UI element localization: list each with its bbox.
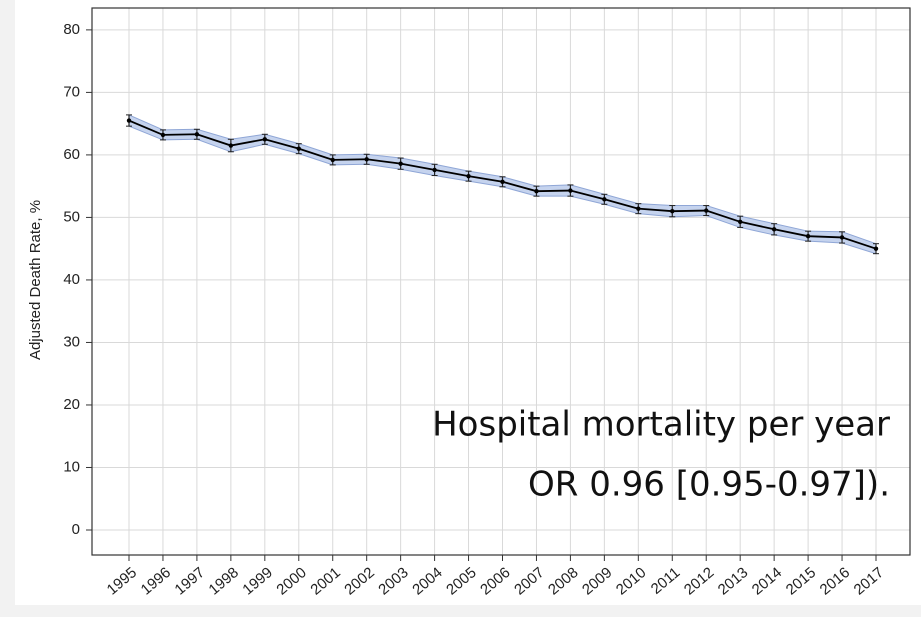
y-tick-label: 10 [63, 458, 80, 475]
point [194, 132, 200, 137]
point [262, 137, 268, 142]
point [670, 208, 675, 214]
point [126, 118, 132, 123]
point [534, 188, 539, 194]
point [398, 161, 403, 166]
y-tick-label: 70 [63, 83, 80, 100]
point [330, 157, 335, 163]
point [228, 143, 234, 148]
point [160, 132, 166, 138]
annotation: Hospital mortality per year [432, 405, 890, 445]
point [839, 235, 845, 240]
y-tick-label: 30 [63, 333, 80, 350]
point [602, 197, 607, 202]
point [873, 246, 879, 251]
y-tick-label: 40 [63, 271, 80, 288]
point [364, 157, 369, 162]
point [636, 206, 641, 211]
point [568, 188, 573, 193]
point [500, 179, 505, 184]
point [737, 219, 743, 224]
y-tick-label: 80 [63, 21, 80, 38]
y-tick-label: 0 [72, 521, 80, 538]
y-tick-label: 50 [63, 208, 80, 225]
point [771, 227, 777, 232]
point [805, 233, 811, 239]
point [704, 208, 709, 213]
y-tick-label: 60 [63, 146, 80, 163]
y-tick-label: 20 [63, 396, 80, 413]
point [296, 146, 301, 151]
y-axis-label: Adjusted Death Rate, % [27, 200, 44, 360]
plot-frame [91, 7, 911, 556]
annotation: OR 0.96 [0.95-0.97]). [528, 465, 890, 505]
point [466, 173, 471, 179]
point [432, 167, 437, 173]
background [15, 0, 921, 605]
